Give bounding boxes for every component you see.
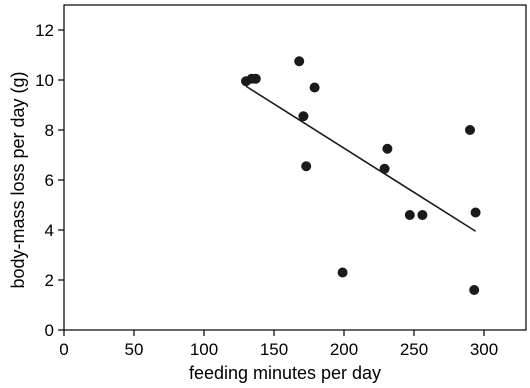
y-tick-label: 4 [45,221,54,240]
y-tick-label: 6 [45,171,54,190]
data-point [337,267,348,278]
plot-area: 0 50 100 150 200 250 300 0 2 4 6 8 10 12 [35,4,527,359]
data-point [250,73,261,84]
data-point [465,125,475,135]
x-tick-label: 250 [400,340,428,359]
y-axis-label: body-mass loss per day (g) [8,71,28,288]
data-point [309,82,320,93]
data-point [301,161,312,172]
data-point [469,285,480,295]
y-tick-label: 12 [35,21,54,40]
x-tick-label: 300 [470,340,498,359]
data-point [417,210,428,220]
data-point [470,207,481,218]
plot-frame [63,4,527,331]
data-point [298,111,309,122]
y-tick-label: 8 [45,121,54,140]
x-axis-label: feeding minutes per day [189,363,381,383]
x-tick-label: 150 [260,340,288,359]
trend-line [245,85,477,232]
y-tick-label: 2 [45,271,54,290]
data-point [379,163,390,174]
x-tick-label: 200 [330,340,358,359]
data-point [382,143,393,154]
x-tick-label: 0 [59,340,68,359]
data-point [404,210,415,220]
y-tick-label: 10 [35,71,54,90]
y-tick-label: 0 [45,321,54,340]
x-tick-label: 50 [125,340,144,359]
x-tick-label: 100 [190,340,218,359]
data-point [294,56,305,67]
